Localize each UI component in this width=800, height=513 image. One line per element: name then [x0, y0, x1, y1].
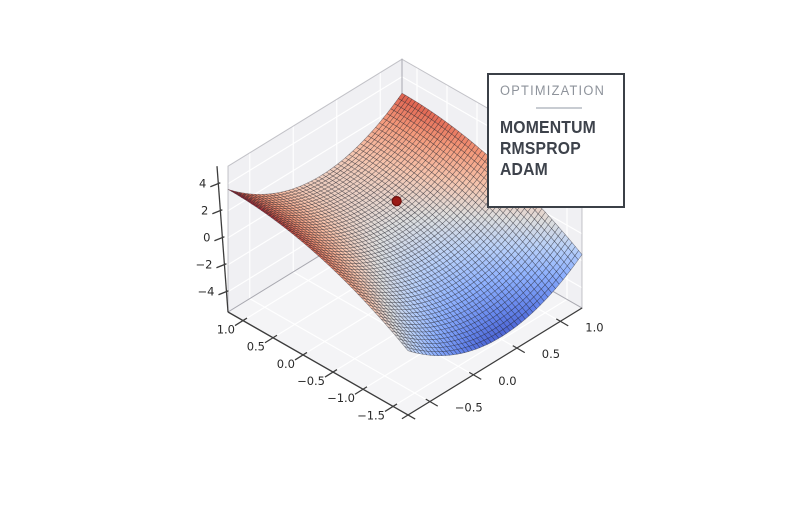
legend-title: OPTIMIZATION: [500, 83, 606, 98]
optimizer-legend: OPTIMIZATION MOMENTUM RMSPROP ADAM: [487, 73, 625, 208]
legend-item-adam: ADAM: [500, 159, 548, 179]
legend-item-momentum: MOMENTUM: [500, 117, 596, 137]
legend-item-rmsprop: RMSPROP: [500, 138, 581, 158]
legend-divider: [535, 107, 582, 109]
